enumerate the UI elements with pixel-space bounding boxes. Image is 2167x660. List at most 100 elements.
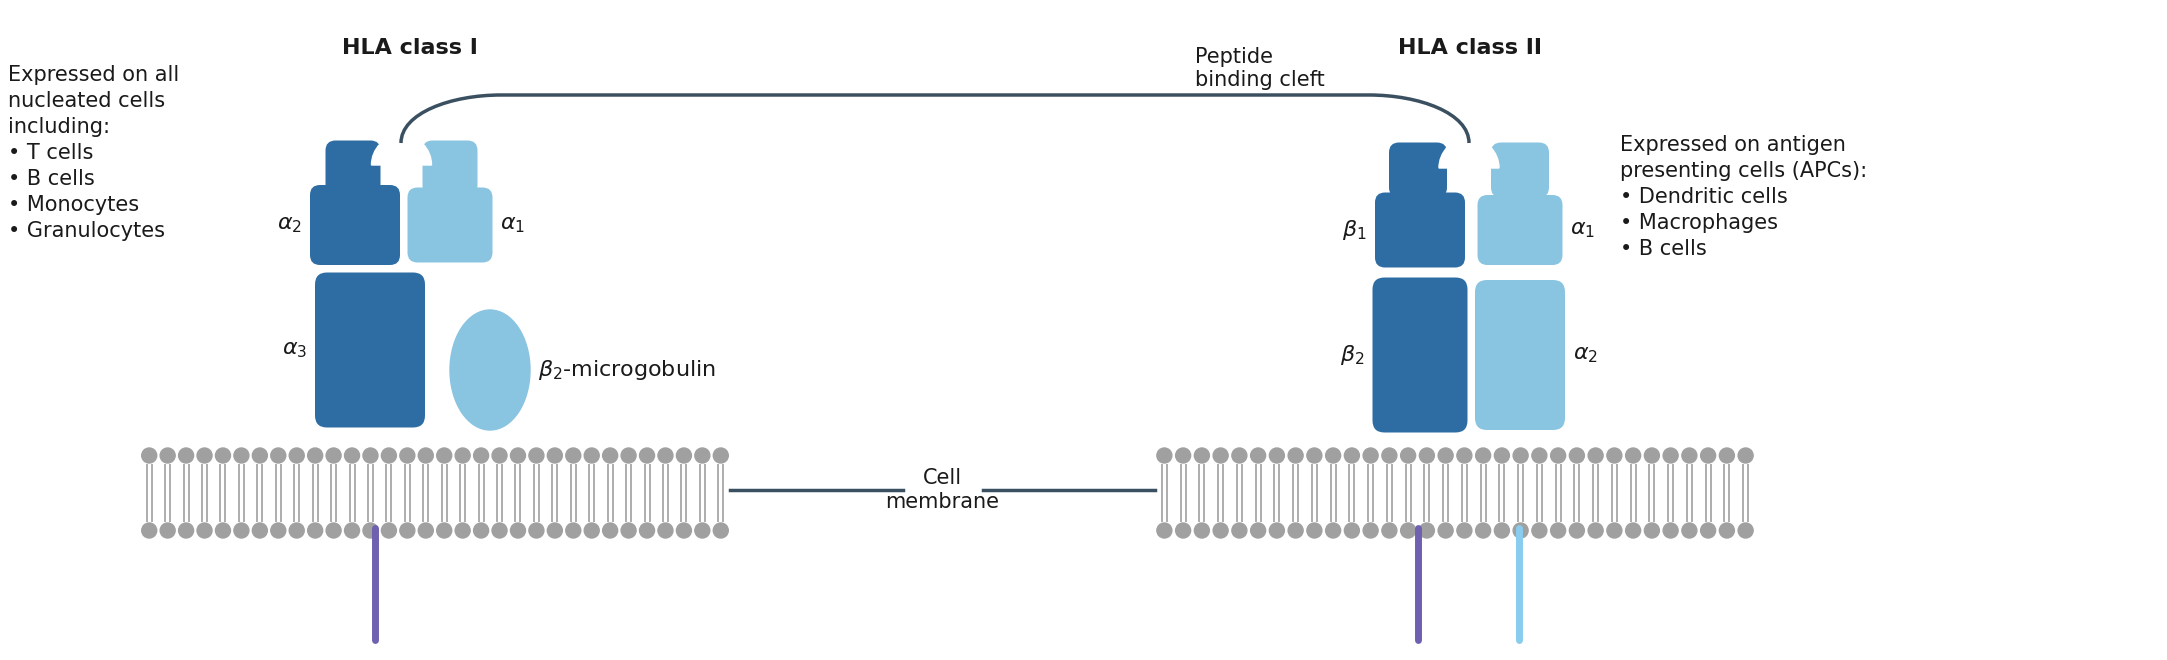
Circle shape bbox=[1569, 448, 1584, 463]
Circle shape bbox=[1476, 523, 1491, 538]
Circle shape bbox=[639, 523, 654, 538]
Circle shape bbox=[1552, 448, 1565, 463]
Circle shape bbox=[1270, 448, 1285, 463]
Circle shape bbox=[1456, 523, 1471, 538]
Circle shape bbox=[585, 523, 600, 538]
Text: Expressed on all: Expressed on all bbox=[9, 65, 180, 85]
Circle shape bbox=[1718, 448, 1734, 463]
Circle shape bbox=[492, 523, 507, 538]
Circle shape bbox=[1157, 448, 1172, 463]
Circle shape bbox=[381, 523, 397, 538]
Circle shape bbox=[418, 448, 433, 463]
Circle shape bbox=[1645, 523, 1660, 538]
Text: $\beta_2$: $\beta_2$ bbox=[1339, 343, 1365, 367]
FancyBboxPatch shape bbox=[407, 187, 492, 263]
Circle shape bbox=[622, 448, 637, 463]
Circle shape bbox=[401, 523, 414, 538]
Circle shape bbox=[566, 523, 581, 538]
Circle shape bbox=[325, 448, 340, 463]
Circle shape bbox=[325, 523, 340, 538]
Circle shape bbox=[345, 523, 360, 538]
Circle shape bbox=[475, 523, 488, 538]
Circle shape bbox=[1439, 448, 1454, 463]
Circle shape bbox=[1344, 523, 1359, 538]
Circle shape bbox=[511, 523, 524, 538]
Circle shape bbox=[1307, 523, 1322, 538]
Circle shape bbox=[1682, 523, 1697, 538]
Ellipse shape bbox=[451, 310, 531, 430]
Circle shape bbox=[251, 523, 267, 538]
Circle shape bbox=[271, 523, 286, 538]
Circle shape bbox=[529, 523, 544, 538]
Wedge shape bbox=[1439, 138, 1500, 168]
Circle shape bbox=[160, 523, 176, 538]
Circle shape bbox=[418, 523, 433, 538]
Circle shape bbox=[1194, 448, 1209, 463]
Circle shape bbox=[234, 448, 249, 463]
Circle shape bbox=[160, 448, 176, 463]
Circle shape bbox=[308, 523, 323, 538]
Circle shape bbox=[548, 523, 563, 538]
Circle shape bbox=[659, 523, 674, 538]
Circle shape bbox=[1701, 448, 1716, 463]
Circle shape bbox=[1608, 448, 1621, 463]
Circle shape bbox=[1363, 523, 1378, 538]
Circle shape bbox=[1194, 523, 1209, 538]
Circle shape bbox=[659, 448, 674, 463]
Text: • Dendritic cells: • Dendritic cells bbox=[1621, 187, 1788, 207]
Circle shape bbox=[1214, 523, 1229, 538]
Circle shape bbox=[696, 523, 711, 538]
FancyBboxPatch shape bbox=[310, 185, 401, 265]
Circle shape bbox=[676, 448, 691, 463]
Circle shape bbox=[288, 523, 303, 538]
Circle shape bbox=[234, 523, 249, 538]
Circle shape bbox=[566, 448, 581, 463]
Circle shape bbox=[438, 448, 451, 463]
FancyBboxPatch shape bbox=[325, 141, 381, 195]
Circle shape bbox=[401, 448, 414, 463]
FancyBboxPatch shape bbox=[1476, 280, 1565, 430]
Circle shape bbox=[1157, 523, 1172, 538]
Circle shape bbox=[288, 448, 303, 463]
Circle shape bbox=[1701, 523, 1716, 538]
Circle shape bbox=[492, 448, 507, 463]
Circle shape bbox=[1552, 523, 1565, 538]
Circle shape bbox=[529, 448, 544, 463]
Text: $\beta_1$: $\beta_1$ bbox=[1341, 218, 1367, 242]
Circle shape bbox=[1513, 448, 1528, 463]
Circle shape bbox=[1513, 523, 1528, 538]
Text: presenting cells (APCs):: presenting cells (APCs): bbox=[1621, 161, 1868, 181]
Circle shape bbox=[1383, 523, 1398, 538]
FancyBboxPatch shape bbox=[1478, 195, 1562, 265]
FancyBboxPatch shape bbox=[1372, 277, 1467, 432]
Circle shape bbox=[455, 523, 470, 538]
Circle shape bbox=[1307, 448, 1322, 463]
FancyBboxPatch shape bbox=[1491, 143, 1549, 197]
Circle shape bbox=[511, 448, 524, 463]
Circle shape bbox=[713, 523, 728, 538]
Circle shape bbox=[1231, 448, 1246, 463]
Text: • Monocytes: • Monocytes bbox=[9, 195, 139, 215]
Circle shape bbox=[1532, 523, 1547, 538]
Text: • B cells: • B cells bbox=[1621, 239, 1708, 259]
Circle shape bbox=[1439, 523, 1454, 538]
Circle shape bbox=[1645, 448, 1660, 463]
Circle shape bbox=[1476, 448, 1491, 463]
Circle shape bbox=[178, 448, 193, 463]
Circle shape bbox=[1400, 523, 1415, 538]
Circle shape bbox=[475, 448, 488, 463]
Circle shape bbox=[639, 448, 654, 463]
Circle shape bbox=[1456, 448, 1471, 463]
Circle shape bbox=[1495, 523, 1510, 538]
Circle shape bbox=[1495, 448, 1510, 463]
Circle shape bbox=[1419, 448, 1435, 463]
Circle shape bbox=[1231, 523, 1246, 538]
Circle shape bbox=[1326, 523, 1341, 538]
Circle shape bbox=[141, 523, 156, 538]
Circle shape bbox=[1738, 448, 1753, 463]
Circle shape bbox=[271, 448, 286, 463]
Text: nucleated cells: nucleated cells bbox=[9, 91, 165, 111]
Circle shape bbox=[345, 448, 360, 463]
Circle shape bbox=[676, 523, 691, 538]
Text: $\alpha_2$: $\alpha_2$ bbox=[1573, 345, 1597, 365]
